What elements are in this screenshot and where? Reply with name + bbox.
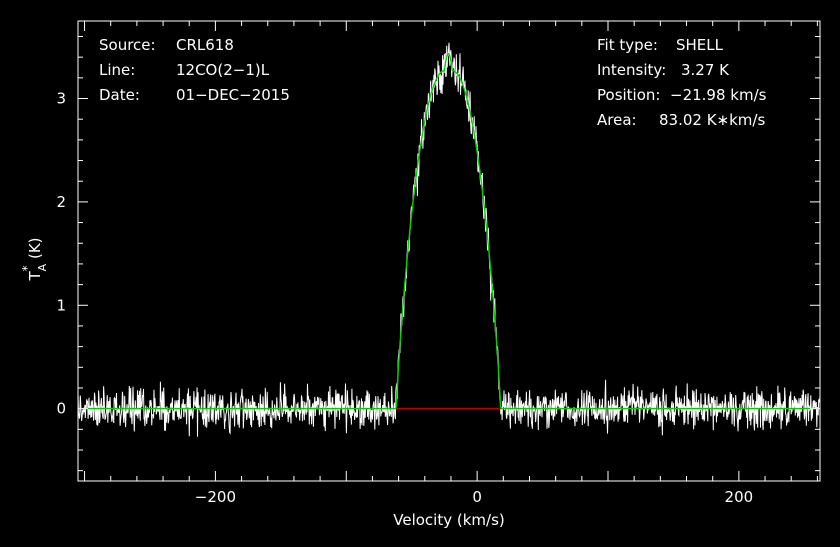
info-fit-type-key: Fit type: (597, 36, 658, 54)
info-date-key: Date: (99, 86, 140, 104)
y-axis-label-unit: (K) (26, 237, 44, 263)
info-source-key: Source: (99, 36, 156, 54)
plot-frame (77, 20, 821, 482)
x-tick-label: −200 (195, 488, 236, 506)
y-axis-label-sup: * (20, 265, 34, 271)
fit-curve (78, 52, 820, 410)
spectrum-line (77, 42, 821, 437)
x-tick-label: 0 (472, 488, 482, 506)
info-area-key: Area: (597, 111, 637, 129)
info-right: Fit type: SHELL Intensity: 3.27 K Positi… (597, 36, 767, 129)
spectrum-trace (77, 42, 821, 437)
y-axis-label: T* A (K) (20, 237, 49, 281)
info-area-value: 83.02 K∗km/s (659, 111, 765, 129)
y-tick-label: 2 (56, 193, 66, 211)
y-axis-label-main: T (26, 271, 44, 282)
x-tick-label: 200 (725, 488, 754, 506)
tick-labels: −200 0 200 0 1 2 3 (56, 90, 753, 506)
info-intensity-key: Intensity: (597, 61, 666, 79)
info-line-key: Line: (99, 61, 135, 79)
info-fit-type-value: SHELL (676, 36, 724, 54)
info-line-value: 12CO(2−1)L (176, 61, 270, 79)
y-tick-label: 3 (56, 90, 66, 108)
x-axis-label: Velocity (km/s) (393, 511, 504, 529)
info-position-value: −21.98 km/s (670, 86, 767, 104)
info-left: Source: CRL618 Line: 12CO(2−1)L Date: 01… (99, 36, 290, 104)
info-source-value: CRL618 (176, 36, 234, 54)
fit-line (78, 52, 820, 410)
y-tick-label: 0 (56, 400, 66, 418)
y-axis-label-sub: A (36, 263, 49, 271)
info-date-value: 01−DEC−2015 (176, 86, 290, 104)
info-position-key: Position: (597, 86, 660, 104)
y-tick-label: 1 (56, 296, 66, 314)
info-intensity-value: 3.27 K (681, 61, 730, 79)
axis-ticks (78, 21, 820, 481)
